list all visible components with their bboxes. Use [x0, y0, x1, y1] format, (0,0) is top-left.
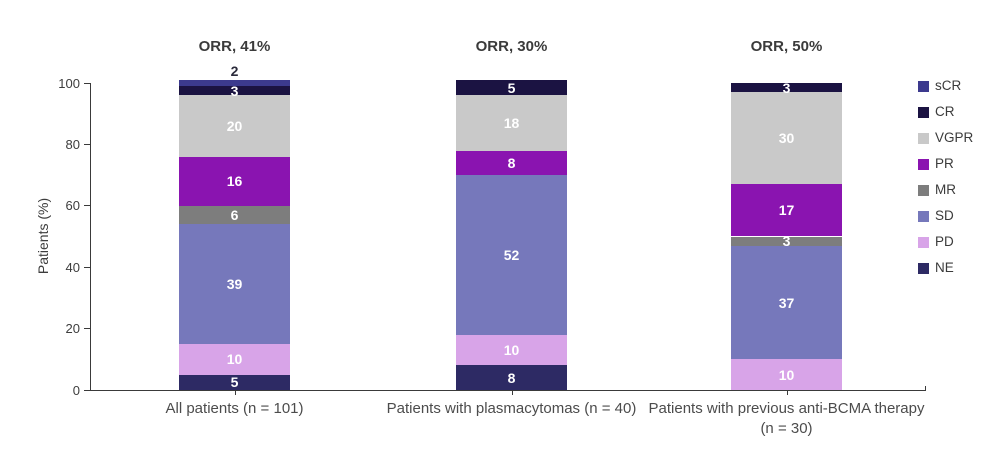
bar-segment-vgpr: [731, 92, 842, 185]
y-axis-title: Patients (%): [35, 197, 51, 275]
legend-swatch-ne: [918, 262, 929, 274]
category-label: Patients with plasmacytomas (n = 40): [386, 400, 637, 417]
legend-swatch-cr: [918, 106, 929, 118]
legend-item-ne: NE: [918, 261, 954, 275]
legend-swatch-pd: [918, 236, 929, 248]
y-tick-mark: [84, 82, 90, 84]
legend-label: SD: [935, 208, 954, 223]
bar-segment-vgpr: [179, 95, 290, 157]
y-tick-label: 100: [58, 75, 80, 91]
legend-item-scr: sCR: [918, 79, 961, 93]
category-label: Patients with previous anti-BCMA therapy…: [648, 400, 925, 437]
y-tick-mark: [84, 143, 90, 145]
bar-segment-pr: [179, 156, 290, 206]
legend-item-mr: MR: [918, 183, 956, 197]
legend-swatch-scr: [918, 80, 929, 92]
legend-label: NE: [935, 260, 954, 275]
legend-label: PR: [935, 156, 954, 171]
legend-item-pr: PR: [918, 157, 954, 171]
y-tick-label: 60: [65, 198, 80, 214]
legend-item-pd: PD: [918, 235, 954, 249]
legend-label: CR: [935, 104, 955, 119]
bar-segment-cr: [456, 79, 567, 96]
orr-annotation: ORR, 30%: [475, 38, 548, 55]
bar-segment-vgpr: [456, 95, 567, 151]
bar-segment-ne: [179, 374, 290, 390]
legend-item-vgpr: VGPR: [918, 131, 973, 145]
bar-segment-sd: [731, 245, 842, 360]
bar-segment-mr: [179, 205, 290, 225]
bar-segment-sd: [456, 175, 567, 335]
bar-segment-pd: [179, 343, 290, 375]
legend-swatch-mr: [918, 184, 929, 196]
x-tick-mark: [234, 391, 236, 395]
y-tick-mark: [84, 266, 90, 268]
bar-segment-cr: [731, 83, 842, 93]
x-tick-mark: [511, 391, 513, 395]
legend-label: VGPR: [935, 130, 974, 145]
segment-value-label: 2: [230, 62, 239, 79]
x-axis-spine: [90, 390, 926, 391]
legend-item-sd: SD: [918, 209, 954, 223]
y-tick-mark: [84, 328, 90, 330]
bar-segment-pd: [731, 359, 842, 390]
y-tick-label: 0: [72, 382, 80, 398]
y-tick-mark: [84, 389, 90, 391]
legend-swatch-sd: [918, 210, 929, 222]
bar-segment-pd: [456, 334, 567, 366]
y-tick-label: 20: [65, 321, 80, 337]
legend-label: PD: [935, 234, 954, 249]
bar-segment-mr: [731, 236, 842, 246]
bar-segment-ne: [456, 365, 567, 390]
category-label: All patients (n = 101): [165, 400, 304, 417]
orr-annotation: ORR, 50%: [750, 38, 823, 55]
legend-label: sCR: [935, 78, 962, 93]
bar-segment-scr: [179, 79, 290, 87]
legend-item-cr: CR: [918, 105, 955, 119]
y-axis-spine: [90, 83, 91, 391]
x-axis-end-tick: [925, 386, 926, 391]
bar-segment-cr: [179, 86, 290, 96]
legend-swatch-pr: [918, 158, 929, 170]
bar-segment-pr: [731, 184, 842, 237]
y-tick-mark: [84, 205, 90, 207]
legend-label: MR: [935, 182, 956, 197]
x-tick-mark: [786, 391, 788, 395]
orr-annotation: ORR, 41%: [198, 38, 271, 55]
bar-segment-pr: [456, 150, 567, 176]
legend-swatch-vgpr: [918, 132, 929, 144]
bar-segment-sd: [179, 224, 290, 344]
y-tick-label: 80: [65, 136, 80, 152]
y-tick-label: 40: [65, 259, 80, 275]
